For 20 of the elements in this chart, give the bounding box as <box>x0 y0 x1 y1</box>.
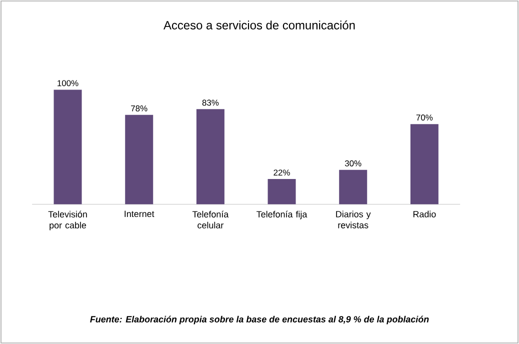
source-note: Fuente: Elaboración propia sobre la base de encuestas al 8,9 % de la población <box>90 316 429 324</box>
bar <box>196 109 224 204</box>
bar <box>54 90 82 204</box>
data-label: 100% <box>58 80 78 86</box>
bar <box>125 114 154 204</box>
bar <box>410 124 438 204</box>
x-tick-label: Diarios y revistas <box>336 210 371 228</box>
chart-title: Acceso a servicios de comunicación <box>164 20 355 30</box>
x-tick-label: Radio <box>413 210 436 218</box>
data-label: 30% <box>344 160 362 166</box>
x-tick-label: Telefonía celular <box>192 210 229 228</box>
x-tick-label: Telefonía fija <box>256 210 308 220</box>
data-label: 78% <box>131 105 148 112</box>
x-tick-label: Televisión por cable <box>48 210 87 230</box>
data-label: 22% <box>274 170 290 176</box>
data-label: 83% <box>202 100 219 106</box>
x-tick-label: Internet <box>124 210 154 218</box>
bar <box>268 179 296 204</box>
data-label: 70% <box>416 114 433 121</box>
bar <box>339 170 368 204</box>
